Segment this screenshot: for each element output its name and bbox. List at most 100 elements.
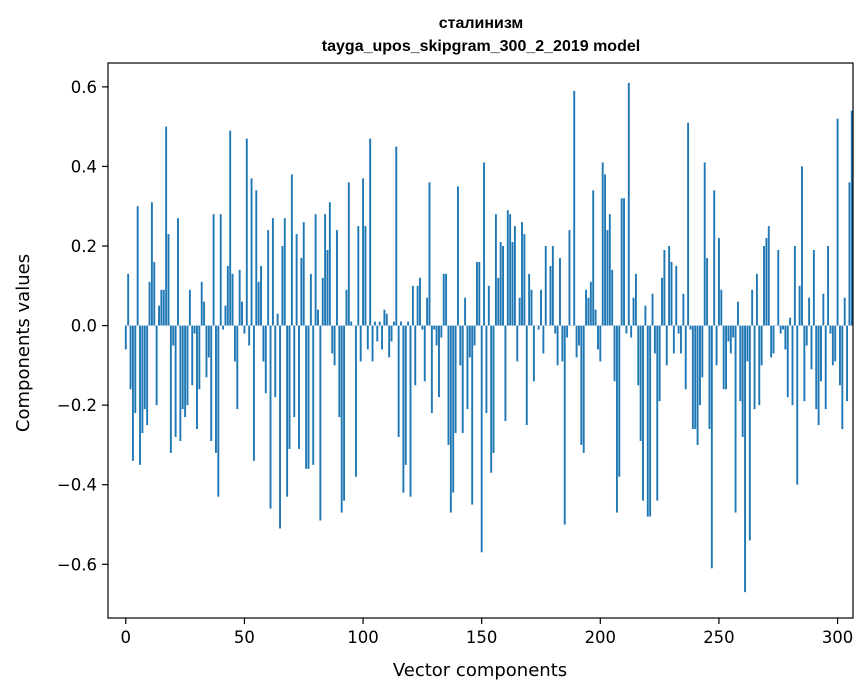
bar xyxy=(658,325,661,402)
bar xyxy=(312,325,315,465)
bar xyxy=(376,325,379,342)
bar xyxy=(464,297,467,326)
bar xyxy=(561,325,564,362)
plot-frame xyxy=(107,62,854,619)
bar xyxy=(696,325,699,445)
x-axis-label: Vector components xyxy=(393,660,567,681)
bars-group xyxy=(124,82,853,593)
bar xyxy=(701,325,704,378)
bar xyxy=(483,162,486,326)
bar xyxy=(475,261,478,326)
bar xyxy=(124,325,127,350)
bar xyxy=(480,325,483,553)
bar xyxy=(428,182,431,326)
bar xyxy=(298,325,300,449)
bar xyxy=(594,309,597,326)
bar xyxy=(136,206,139,326)
bar xyxy=(364,226,367,326)
bar xyxy=(637,325,640,386)
bar xyxy=(300,257,303,326)
bar xyxy=(309,273,312,326)
bar xyxy=(525,325,528,426)
bar xyxy=(203,301,206,326)
bar xyxy=(416,285,419,326)
y-tick-label: −0.4 xyxy=(57,476,97,495)
bar xyxy=(350,321,353,326)
bar xyxy=(324,214,327,326)
bar xyxy=(468,325,471,358)
x-tick-label: 50 xyxy=(234,628,255,647)
bar xyxy=(485,325,488,414)
bar xyxy=(791,325,794,406)
bar xyxy=(592,190,595,326)
bar xyxy=(198,325,201,390)
bar xyxy=(848,182,851,326)
bar xyxy=(537,325,540,330)
bar xyxy=(279,325,281,529)
bar xyxy=(751,289,754,326)
bar xyxy=(651,293,654,326)
bar xyxy=(687,122,690,326)
bar xyxy=(407,321,410,326)
bar xyxy=(544,246,547,326)
bar xyxy=(627,82,630,326)
bar xyxy=(703,162,706,326)
bar xyxy=(378,321,381,326)
bar xyxy=(172,325,175,346)
bar xyxy=(753,325,756,410)
bar xyxy=(134,325,137,414)
bar xyxy=(763,246,765,326)
bar xyxy=(449,325,452,513)
bar xyxy=(682,293,685,326)
bar xyxy=(523,234,526,326)
bar xyxy=(760,325,763,366)
bar xyxy=(153,261,156,326)
bar xyxy=(338,325,341,418)
bar xyxy=(755,273,758,326)
bar xyxy=(411,285,414,326)
bar xyxy=(601,162,604,326)
bar xyxy=(841,325,844,430)
bar xyxy=(328,202,331,326)
x-tick-label: 100 xyxy=(347,628,379,647)
bar xyxy=(513,226,516,326)
bar xyxy=(829,325,832,334)
bar xyxy=(426,297,429,326)
bar xyxy=(839,325,841,386)
bar xyxy=(165,126,168,326)
bar xyxy=(646,325,649,517)
bar xyxy=(767,226,770,326)
bar xyxy=(746,325,749,362)
bar xyxy=(620,198,623,326)
bar xyxy=(834,325,837,362)
bar xyxy=(392,321,395,326)
bar xyxy=(210,325,213,441)
bar xyxy=(148,281,151,326)
bar xyxy=(850,110,853,326)
bar xyxy=(255,190,258,326)
bar xyxy=(585,289,588,326)
bar xyxy=(789,317,792,326)
bar xyxy=(307,325,310,469)
bar xyxy=(497,277,500,326)
bar xyxy=(478,261,481,326)
bar xyxy=(238,269,241,326)
bar xyxy=(575,325,578,358)
bar xyxy=(357,226,360,326)
x-tick-label: 250 xyxy=(703,628,735,647)
bar xyxy=(260,265,262,326)
bar xyxy=(661,277,663,326)
x-tick-label: 300 xyxy=(822,628,854,647)
bar xyxy=(736,301,739,326)
bar xyxy=(293,325,296,418)
bar xyxy=(174,325,177,437)
bar xyxy=(347,182,350,326)
bar xyxy=(623,198,625,326)
bar xyxy=(846,325,849,402)
bar xyxy=(366,325,369,350)
bar xyxy=(461,325,464,433)
bar xyxy=(608,214,611,326)
bar xyxy=(499,242,502,326)
bar xyxy=(473,325,476,346)
bar xyxy=(559,257,561,326)
